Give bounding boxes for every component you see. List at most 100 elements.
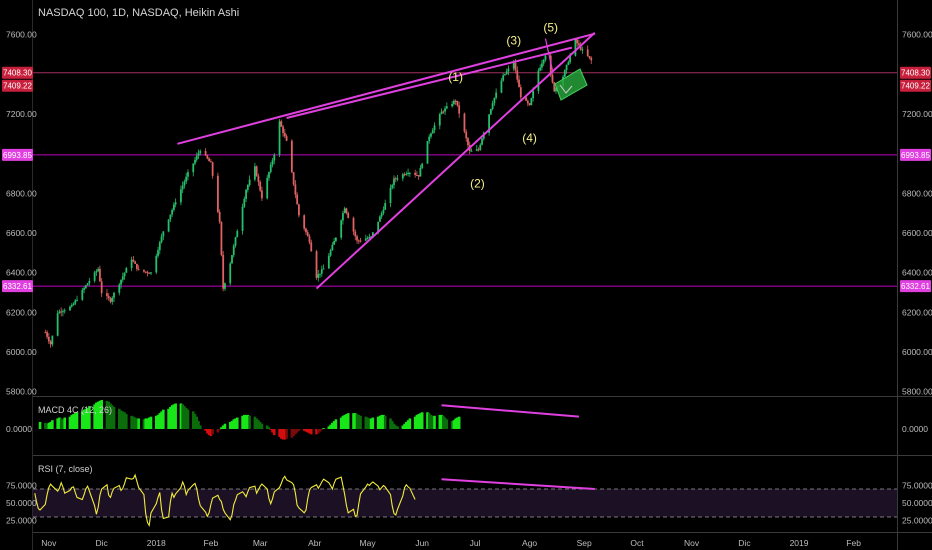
macd-tick-left: 0.0000 xyxy=(6,424,32,434)
macd-bar xyxy=(445,419,449,429)
candle-body xyxy=(285,136,288,141)
macd-bar xyxy=(457,416,461,429)
macd-bar xyxy=(260,423,264,429)
price-tag-left xyxy=(2,79,33,92)
candle-body xyxy=(306,232,309,237)
macd-label: MACD 4C (12, 26) xyxy=(38,405,113,415)
macd-bar xyxy=(297,429,301,431)
macd-bar xyxy=(58,417,61,429)
macd-bar xyxy=(390,421,394,429)
macd-bar xyxy=(230,421,234,429)
macd-bar xyxy=(269,429,273,430)
x-tick-label: Jul xyxy=(470,538,481,548)
macd-bar xyxy=(278,429,281,437)
price-tag-right-text: 6993.85 xyxy=(901,151,930,160)
macd-histogram xyxy=(38,399,461,440)
candle-body xyxy=(421,163,424,168)
macd-bar xyxy=(241,415,244,429)
macd-bar xyxy=(105,400,109,429)
candle-body xyxy=(229,263,232,284)
candle-body xyxy=(197,153,200,156)
candle-body xyxy=(408,172,411,174)
macd-bar xyxy=(346,413,350,429)
candle-body xyxy=(280,121,283,127)
candle-body xyxy=(123,272,126,277)
macd-bar xyxy=(442,415,445,429)
macd-bar xyxy=(308,429,311,434)
candle-body xyxy=(183,181,186,186)
macd-bar xyxy=(427,413,431,429)
candle-body xyxy=(322,268,325,270)
price-tag-left-text: 6993.85 xyxy=(3,151,32,160)
macd-bar xyxy=(73,413,77,429)
candle-body xyxy=(576,39,579,44)
macd-bar xyxy=(144,418,148,429)
candle-body xyxy=(504,74,506,76)
candle-body xyxy=(442,111,445,113)
candle-body xyxy=(220,221,223,255)
wave-label: (1) xyxy=(448,70,463,84)
candle-body xyxy=(56,313,59,336)
rsi-tick-right: 50.0000 xyxy=(902,498,932,508)
candle-body xyxy=(174,202,177,205)
macd-bar xyxy=(98,400,102,429)
price-tag-left xyxy=(2,66,33,79)
candle-body xyxy=(518,79,520,88)
macd-bar xyxy=(318,429,322,432)
macd-bar xyxy=(315,429,318,435)
macd-bar xyxy=(368,418,371,429)
candle-body xyxy=(382,209,385,214)
macd-bar xyxy=(290,429,294,438)
macd-bar xyxy=(401,425,405,429)
macd-tick-right: 0.0000 xyxy=(902,424,928,434)
wave-label: (5) xyxy=(543,21,558,35)
macd-bar xyxy=(257,420,260,429)
x-tick-label: Feb xyxy=(204,538,219,548)
candle-body xyxy=(310,242,313,252)
macd-bar xyxy=(160,411,163,429)
macd-bar xyxy=(353,413,357,429)
macd-bar xyxy=(133,417,137,429)
candle-body xyxy=(368,236,371,239)
macd-bar xyxy=(137,418,140,429)
candle-body xyxy=(551,74,554,83)
candle-body xyxy=(569,55,572,63)
macd-bar xyxy=(420,412,424,429)
macd-bar xyxy=(267,427,271,429)
candle-body xyxy=(495,92,498,98)
macd-bar xyxy=(70,414,74,429)
y-tick-label-left: 7200.00 xyxy=(6,109,37,119)
candle-body xyxy=(246,185,249,190)
candle-body xyxy=(456,100,459,106)
candle-body xyxy=(298,204,300,216)
candle-body xyxy=(430,133,432,137)
macd-bar xyxy=(56,418,59,429)
candle-body xyxy=(120,279,122,285)
macd-bar xyxy=(304,429,308,432)
candle-body xyxy=(342,213,344,221)
candle-body xyxy=(255,166,258,177)
candle-body xyxy=(206,155,209,159)
macd-trend-line xyxy=(441,404,579,418)
macd-bar xyxy=(341,415,345,429)
price-tag-right xyxy=(900,148,931,161)
candle-body xyxy=(303,215,306,229)
macd-bar xyxy=(244,414,248,429)
macd-bar xyxy=(295,429,299,433)
candle-body xyxy=(417,175,420,177)
macd-bar xyxy=(285,429,288,439)
x-tick-label: Jun xyxy=(415,538,429,548)
candle-body xyxy=(160,236,163,243)
macd-bar xyxy=(331,422,334,429)
y-tick-label-right: 6800.00 xyxy=(902,188,932,198)
candle-body xyxy=(396,178,399,180)
macd-bar xyxy=(123,412,126,429)
candle-body xyxy=(454,100,457,102)
macd-bar xyxy=(95,402,98,429)
candle-body xyxy=(415,174,418,176)
macd-bar xyxy=(198,425,202,429)
candle-body xyxy=(62,311,64,313)
macd-bar xyxy=(174,403,177,429)
trend-line xyxy=(286,46,573,119)
